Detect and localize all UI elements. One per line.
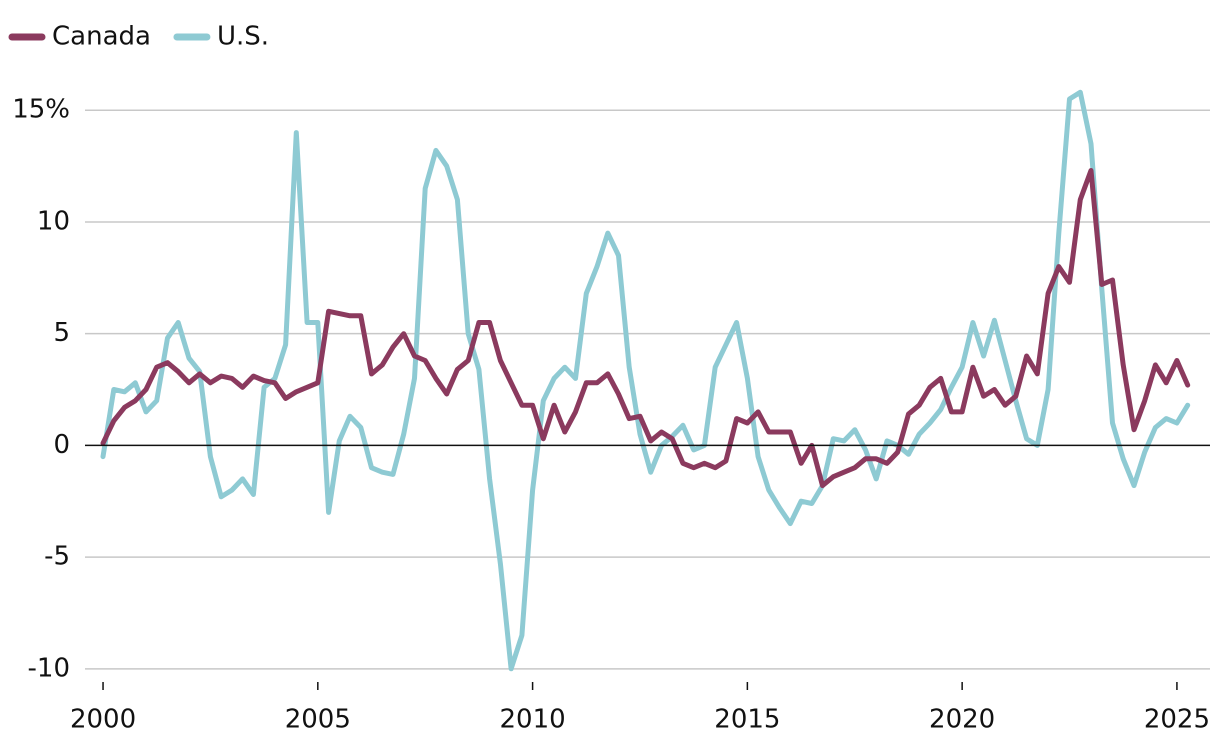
x-tick-label: 2005 [285,705,351,735]
x-tick-label: 2015 [714,705,780,735]
x-tick-label: 2025 [1144,705,1210,735]
legend-label: U.S. [217,22,269,52]
series-line [100,89,1191,672]
y-tick-label: -5 [44,542,70,572]
legend-label: Canada [52,22,151,52]
series-line [100,168,1191,489]
x-tick-label: 2000 [70,705,136,735]
y-tick-label: 0 [53,430,70,460]
y-tick-label: 10 [37,206,70,236]
y-tick-label: 5 [53,318,70,348]
x-tick-label: 2010 [500,705,566,735]
y-tick-label: 15% [12,95,70,125]
x-tick-label: 2020 [929,705,995,735]
y-tick-label: -10 [28,653,70,683]
